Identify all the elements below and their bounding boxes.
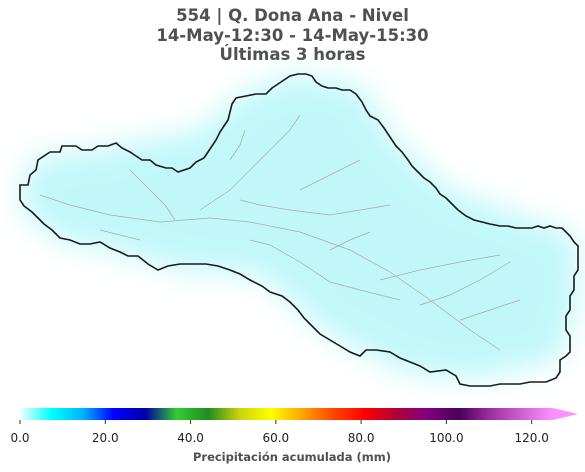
colorbar-tick-label: 40.0 <box>177 431 204 445</box>
colorbar-gradient <box>20 408 553 420</box>
map-title-line-1: 554 | Q. Dona Ana - Nivel <box>176 6 409 25</box>
basin-outline <box>19 73 579 387</box>
colorbar-tick-label: 60.0 <box>262 431 289 445</box>
map-title-line-3: Últimas 3 horas <box>219 45 366 64</box>
precipitation-field <box>20 75 578 380</box>
colorbar-tick-label: 80.0 <box>348 431 375 445</box>
colorbar-tick-label: 100.0 <box>429 431 463 445</box>
colorbar-extend-arrow <box>553 408 578 420</box>
colorbar-tick-label: 0.0 <box>10 431 29 445</box>
colorbar-tick-label: 120.0 <box>515 431 549 445</box>
colorbar-tick-label: 20.0 <box>92 431 119 445</box>
colorbar-label: Precipitación acumulada (mm) <box>193 450 391 464</box>
river-network <box>39 114 521 351</box>
map-title-line-2: 14-May-12:30 - 14-May-15:30 <box>156 26 429 45</box>
